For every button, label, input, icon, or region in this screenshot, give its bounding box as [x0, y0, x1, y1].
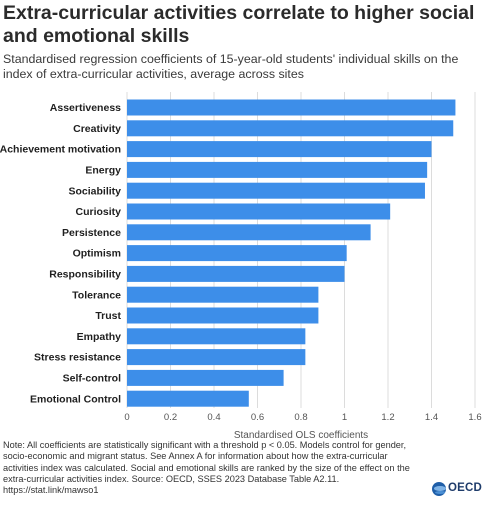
source-note: Note: All coefficients are statistically…	[3, 440, 410, 496]
category-label: Self-control	[63, 373, 121, 385]
category-label: Emotional Control	[30, 393, 121, 405]
bar	[127, 203, 391, 220]
category-label: Curiosity	[75, 206, 121, 218]
globe-icon	[432, 482, 446, 496]
x-axis-title: Standardised OLS coefficients	[234, 430, 368, 440]
x-tick-label: 0.6	[251, 412, 264, 423]
x-tick-label: 1.4	[425, 412, 438, 423]
bar	[127, 141, 432, 158]
category-label: Persistence	[62, 227, 121, 239]
bar	[127, 182, 425, 199]
category-label: Trust	[95, 310, 121, 322]
bar	[127, 307, 319, 324]
bar	[127, 224, 371, 241]
bar	[127, 265, 345, 282]
category-label: Tolerance	[72, 289, 121, 301]
category-label: Empathy	[77, 331, 122, 343]
category-label: Energy	[85, 165, 121, 177]
bar	[127, 99, 456, 116]
bar	[127, 161, 428, 178]
x-tick-label: 0.2	[164, 412, 177, 423]
x-tick-label: 1.2	[381, 412, 394, 423]
category-label: Sociability	[68, 185, 121, 197]
x-tick-label: 0.4	[207, 412, 220, 423]
bar	[127, 369, 284, 386]
bar	[127, 328, 306, 345]
x-tick-label: 1.6	[468, 412, 481, 423]
x-tick-label: 0.8	[294, 412, 307, 423]
chart-subtitle: Standardised regression coefficients of …	[3, 52, 459, 81]
category-label: Achievement motivation	[0, 144, 121, 156]
category-label: Optimism	[73, 248, 121, 260]
bar	[127, 286, 319, 303]
oecd-logo: OECD	[432, 481, 484, 499]
x-tick-label: 1	[342, 412, 347, 423]
bar-chart: 0 0.2 0.4 0.6 0.8 1 1.2 1.4 1.6 Assertiveness Crea…	[0, 92, 482, 440]
chart-title: Extra-curricular activities correlate to…	[3, 2, 475, 47]
logo-text: OECD	[448, 482, 483, 494]
category-label: Responsibility	[49, 269, 121, 281]
bar	[127, 349, 306, 366]
bar	[127, 245, 347, 262]
bar	[127, 390, 249, 407]
x-tick-label: 0	[124, 412, 129, 423]
category-label: Stress resistance	[34, 352, 121, 364]
bar	[127, 120, 454, 137]
category-label: Assertiveness	[50, 102, 121, 114]
category-label: Creativity	[73, 123, 121, 135]
